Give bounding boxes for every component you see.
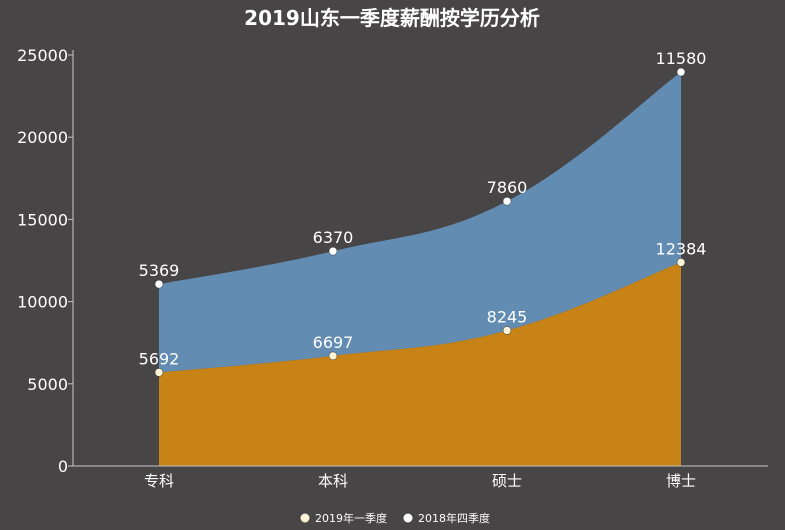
legend-label: 2018年四季度	[418, 511, 490, 525]
legend-marker	[403, 513, 413, 523]
legend-label: 2019年一季度	[315, 511, 387, 525]
y-tick-label: 0	[58, 457, 68, 476]
legend-marker	[300, 513, 310, 523]
data-label-2018q4: 7860	[487, 178, 528, 197]
axes-layer: 0 5000 10000 15000 20000 25000 专科 本科 硕士 博士	[17, 46, 768, 490]
point-2019q1[interactable]	[502, 326, 512, 335]
x-tick-label: 硕士	[492, 472, 522, 490]
data-label-2019q1: 8245	[487, 307, 528, 326]
y-tick-label: 10000	[17, 293, 68, 312]
y-tick-label: 15000	[17, 210, 68, 229]
legend: 2019年一季度 2018年四季度	[300, 511, 491, 525]
data-label-2018q4: 5369	[139, 261, 180, 280]
area-series-2019q1	[159, 262, 681, 466]
data-label-2019q1: 5692	[139, 349, 180, 368]
data-labels-layer: 5369 5692 6370 6697 7860 8245 11580 12384	[139, 49, 707, 368]
data-label-2019q1: 6697	[313, 333, 354, 352]
y-tick-label: 20000	[17, 128, 68, 147]
area-series-2018q4	[159, 72, 681, 373]
chart-title: 2019山东一季度薪酬按学历分析	[244, 6, 540, 30]
point-2019q1[interactable]	[676, 258, 686, 267]
x-tick-label: 本科	[318, 472, 348, 490]
x-tick-label: 博士	[666, 472, 696, 490]
legend-item[interactable]: 2019年一季度	[300, 511, 388, 525]
point-2018q4[interactable]	[154, 279, 164, 289]
point-2019q1[interactable]	[154, 368, 164, 377]
data-label-2018q4: 11580	[656, 49, 707, 68]
x-tick-label: 专科	[144, 472, 174, 490]
legend-item[interactable]: 2018年四季度	[403, 511, 491, 525]
area-layer	[159, 72, 681, 466]
point-2018q4[interactable]	[676, 67, 686, 77]
point-2019q1[interactable]	[328, 351, 338, 361]
points-layer	[154, 67, 686, 377]
data-label-2018q4: 6370	[313, 228, 354, 247]
point-2018q4[interactable]	[502, 196, 512, 206]
y-tick-label: 25000	[17, 46, 68, 65]
y-tick-label: 5000	[27, 375, 68, 394]
point-2018q4[interactable]	[328, 246, 338, 256]
data-label-2019q1: 12384	[656, 239, 707, 258]
